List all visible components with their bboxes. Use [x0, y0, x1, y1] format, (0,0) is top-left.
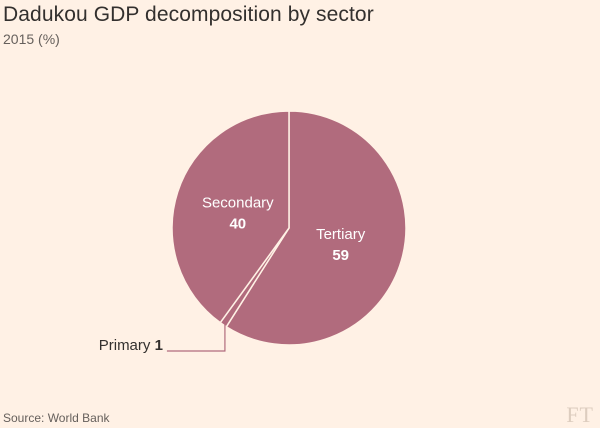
slice-label-primary: Primary 1 — [99, 337, 163, 354]
source-note: Source: World Bank — [3, 411, 110, 425]
chart-title: Dadukou GDP decomposition by sector — [3, 3, 374, 26]
slice-value-tertiary: 59 — [332, 247, 349, 264]
leader-line-primary — [166, 322, 226, 352]
slice-label-secondary: Secondary — [202, 194, 274, 211]
slice-label-text-primary: Primary — [99, 337, 155, 354]
ft-logo: FT — [566, 402, 594, 427]
pie-slice-secondary — [171, 110, 290, 324]
leader-lines — [166, 322, 226, 352]
pie-slice-tertiary — [225, 110, 407, 346]
pie-slices — [171, 110, 407, 346]
slice-value-secondary: 40 — [229, 215, 246, 232]
slice-label-tertiary: Tertiary — [316, 226, 366, 243]
slice-value-primary: 1 — [155, 337, 163, 354]
chart-subtitle: 2015 (%) — [3, 31, 60, 47]
slice-labels: Tertiary 59 Primary 1 Secondary 40 — [99, 194, 366, 354]
